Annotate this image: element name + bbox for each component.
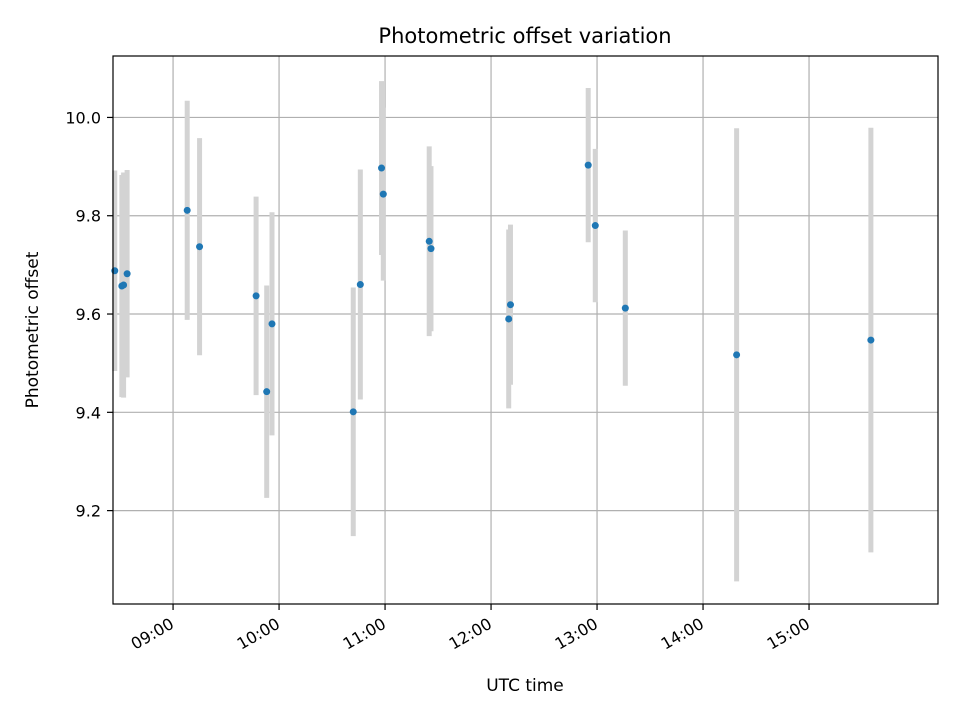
data-point (120, 281, 128, 289)
x-tick: 14:00 (658, 604, 707, 654)
data-point (356, 281, 364, 289)
x-tick: 09:00 (128, 604, 177, 654)
y-tick: 9.8 (76, 207, 113, 226)
y-tick-label: 9.8 (76, 207, 101, 226)
y-tick: 10.0 (65, 108, 113, 127)
y-tick: 9.2 (76, 502, 113, 521)
x-tick-label: 11:00 (340, 614, 389, 654)
x-tick-label: 09:00 (128, 614, 177, 654)
data-point (268, 320, 276, 328)
data-point (591, 222, 599, 230)
y-axis-label: Photometric offset (23, 251, 43, 408)
x-tick-label: 15:00 (764, 614, 813, 654)
data-point (506, 301, 514, 309)
data-point (379, 190, 387, 198)
y-tick: 9.4 (76, 403, 113, 422)
y-axis: 9.2 9.4 9.6 9.8 10.0 (65, 108, 113, 521)
data-point (733, 351, 741, 359)
y-tick: 9.6 (76, 305, 113, 324)
data-point (123, 270, 131, 278)
data-point (584, 161, 592, 169)
x-tick: 10:00 (234, 604, 283, 654)
data-points (111, 161, 875, 416)
chart-title: Photometric offset variation (378, 24, 671, 48)
data-point (621, 304, 629, 312)
y-tick-label: 9.6 (76, 305, 101, 324)
x-tick: 11:00 (340, 604, 389, 654)
data-point (427, 245, 435, 253)
y-tick-label: 9.4 (76, 403, 101, 422)
x-tick-label: 13:00 (552, 614, 601, 654)
data-point (867, 336, 875, 344)
x-tick: 13:00 (552, 604, 601, 654)
data-point (263, 388, 271, 396)
y-tick-label: 10.0 (65, 108, 101, 127)
data-point (425, 237, 433, 245)
error-bars (112, 81, 874, 582)
data-point (378, 164, 386, 172)
x-tick-label: 12:00 (446, 614, 495, 654)
x-axis: 09:00 10:00 11:00 12:00 13:00 14:00 15:00 (128, 604, 813, 654)
data-point (111, 267, 119, 275)
grid (113, 56, 938, 604)
data-point (196, 243, 204, 251)
x-tick: 12:00 (446, 604, 495, 654)
x-tick: 15:00 (764, 604, 813, 654)
plot-frame (112, 55, 939, 605)
data-point (252, 292, 260, 300)
data-point (505, 315, 513, 323)
y-tick-label: 9.2 (76, 502, 101, 521)
data-point (183, 206, 191, 214)
x-tick-label: 14:00 (658, 614, 707, 654)
data-point (349, 408, 357, 416)
x-axis-label: UTC time (486, 676, 564, 696)
x-tick-label: 10:00 (234, 614, 283, 654)
